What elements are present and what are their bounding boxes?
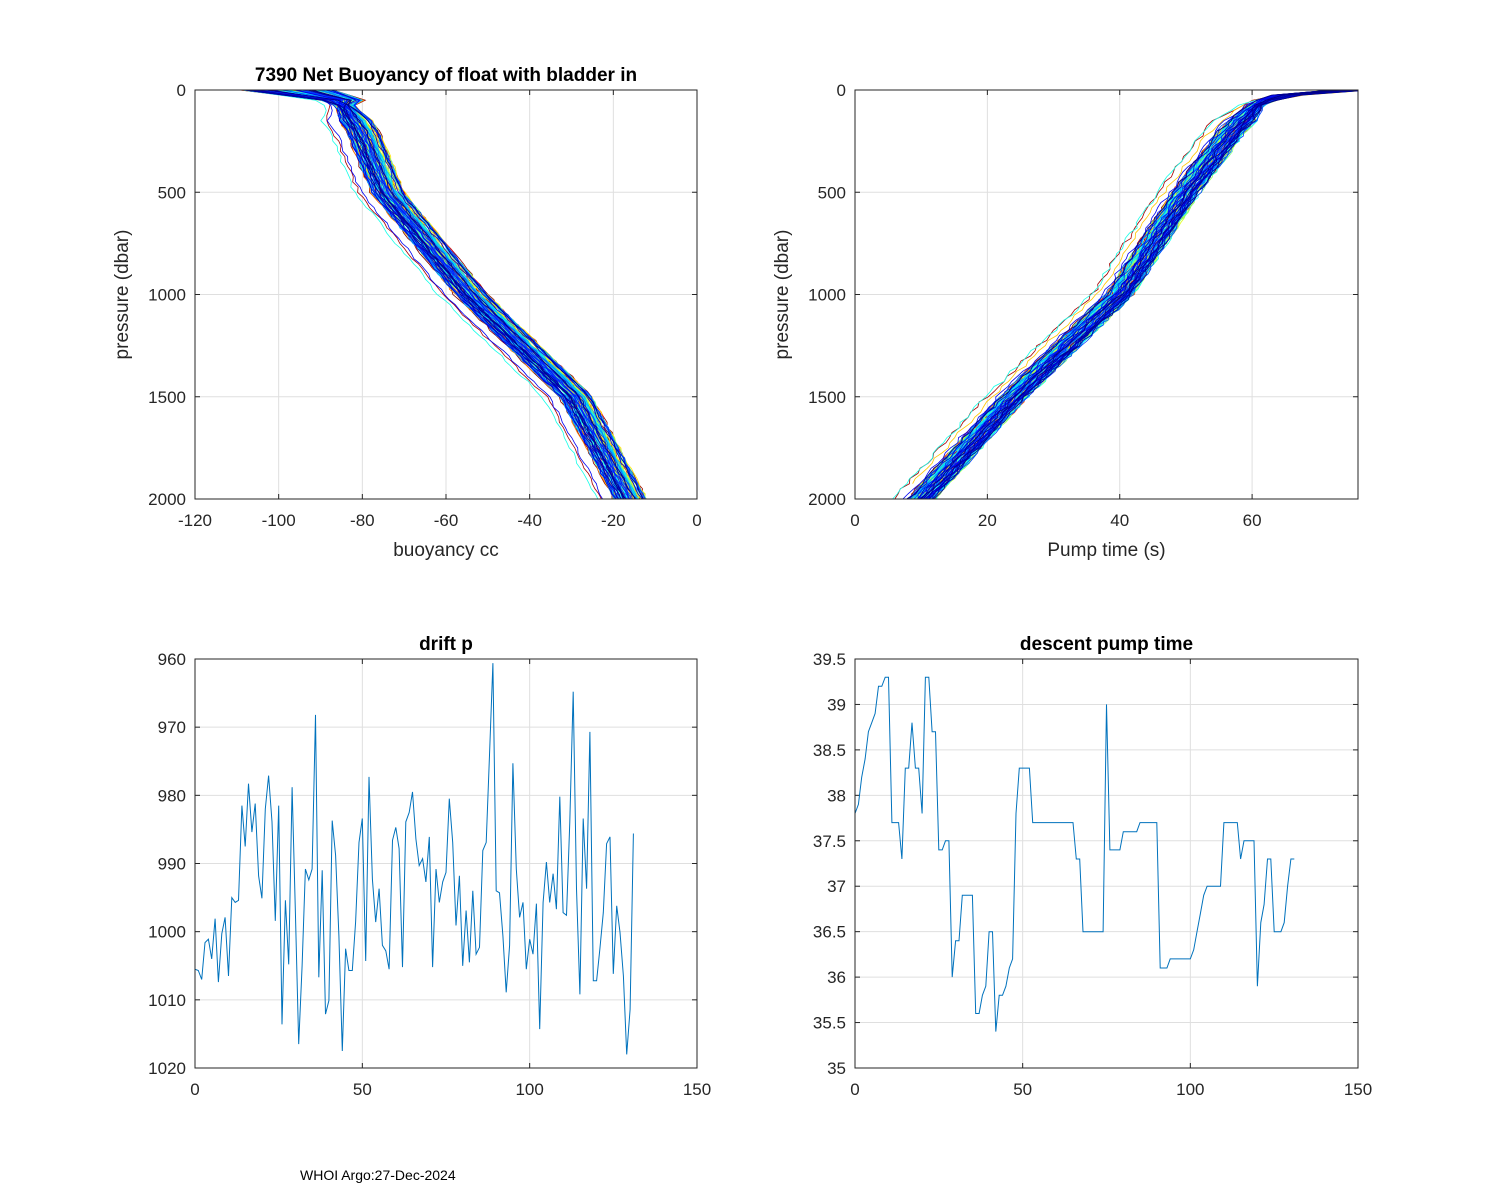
footer-label: WHOI Argo:27-Dec-2024	[300, 1167, 456, 1183]
x-tick-label: 20	[978, 511, 997, 530]
y-tick-label: 1000	[148, 286, 186, 305]
x-tick-label: 0	[850, 511, 859, 530]
y-tick-label: 1000	[808, 286, 846, 305]
y-tick-label: 1500	[808, 388, 846, 407]
x-tick-label: 40	[1110, 511, 1129, 530]
profile-line	[247, 90, 621, 499]
series-group	[855, 676, 1295, 1032]
series-line	[195, 663, 634, 1055]
profile-line	[917, 90, 1358, 499]
axes-box	[194, 658, 698, 1069]
x-tick-label: 0	[692, 511, 701, 530]
y-tick-label: 2000	[148, 490, 186, 509]
profile-line	[919, 90, 1333, 499]
x-tick-label: -120	[178, 511, 212, 530]
x-tick-label: -20	[601, 511, 626, 530]
profile-line	[257, 90, 631, 499]
y-tick-label: 37.5	[813, 832, 846, 851]
subplot-2: 0 20 40 60 0 500 1000 1500 2000 Pump time (s) pres…	[772, 81, 1359, 561]
y-tick-label: 0	[837, 81, 846, 100]
profile-line	[906, 90, 1333, 499]
axes-box	[194, 89, 698, 500]
profile-line	[267, 90, 603, 499]
y-tick-label: 36	[827, 968, 846, 987]
y-tick-label: 1010	[148, 991, 186, 1010]
profile-line	[271, 90, 629, 499]
profile-line	[269, 90, 643, 499]
profile-line	[924, 90, 1358, 499]
y-tick-label: 36.5	[813, 923, 846, 942]
profile-line	[894, 90, 1344, 499]
x-tick-label: 150	[683, 1080, 711, 1099]
y-tick-label: 37	[827, 877, 846, 896]
axes-box	[854, 89, 1359, 500]
x-tick-label: 150	[1344, 1080, 1372, 1099]
y-tick-label: 35	[827, 1059, 846, 1078]
profile-line	[241, 90, 599, 499]
series-group	[195, 663, 634, 1055]
chart-title: 7390 Net Buoyancy of float with bladder …	[255, 65, 637, 86]
x-tick-label: 0	[850, 1080, 859, 1099]
y-tick-label: 1000	[148, 923, 186, 942]
profile-line	[311, 90, 626, 499]
y-tick-label: 38	[827, 786, 846, 805]
profile-line	[264, 90, 633, 499]
profile-line	[247, 90, 617, 499]
x-tick-label: -40	[517, 511, 542, 530]
profile-line	[329, 90, 638, 499]
x-axis-label: buoyancy cc	[393, 540, 499, 561]
profile-line	[917, 90, 1353, 499]
x-axis-label: Pump time (s)	[1047, 540, 1165, 561]
series-group	[892, 90, 1358, 499]
y-tick-label: 2000	[808, 490, 846, 509]
y-tick-label: 39.5	[813, 650, 846, 669]
axes-box	[854, 658, 1359, 1069]
profile-line	[303, 90, 617, 499]
profile-line	[307, 90, 637, 499]
profile-line	[313, 90, 643, 499]
series-group	[239, 90, 647, 499]
chart-title: drift p	[419, 634, 473, 655]
y-tick-label: 38.5	[813, 741, 846, 760]
series-line	[855, 676, 1295, 1032]
profile-line	[285, 90, 602, 499]
y-tick-label: 970	[158, 718, 186, 737]
x-tick-label: -80	[350, 511, 375, 530]
profile-line	[252, 90, 638, 499]
y-tick-label: 500	[818, 183, 846, 202]
x-tick-label: 50	[353, 1080, 372, 1099]
subplot-4: 0 50 100 150 35 35.5 36 36.5 37 37.5 38 38.5 39 39.5 d…	[813, 634, 1372, 1099]
y-axis-label: pressure (dbar)	[772, 230, 793, 360]
x-tick-label: 50	[1013, 1080, 1032, 1099]
x-tick-label: -60	[434, 511, 459, 530]
profile-line	[912, 90, 1352, 484]
x-tick-label: 100	[1176, 1080, 1204, 1099]
profile-line	[920, 90, 1343, 499]
y-axis-label: pressure (dbar)	[112, 230, 133, 360]
x-tick-label: -100	[262, 511, 296, 530]
profile-line	[902, 90, 1335, 499]
profile-line	[892, 90, 1342, 499]
x-tick-label: 100	[515, 1080, 543, 1099]
y-tick-label: 39	[827, 695, 846, 714]
y-tick-label: 980	[158, 786, 186, 805]
profile-line	[302, 90, 628, 499]
y-tick-label: 0	[177, 81, 186, 100]
x-tick-label: 0	[190, 1080, 199, 1099]
subplot-1: -120 -100 -80 -60 -40 -20 0 0 500 1000 1500 2000 739…	[112, 65, 702, 561]
y-tick-label: 35.5	[813, 1014, 846, 1033]
y-tick-label: 1020	[148, 1059, 186, 1078]
y-tick-label: 500	[158, 183, 186, 202]
subplot-3: 0 50 100 150 960 970 980 990 1000 1010 1020 drift p	[148, 634, 711, 1099]
chart-title: descent pump time	[1020, 634, 1193, 655]
profile-line	[932, 90, 1344, 499]
y-tick-label: 990	[158, 855, 186, 874]
y-tick-label: 960	[158, 650, 186, 669]
profile-line	[933, 90, 1355, 499]
x-tick-label: 60	[1243, 511, 1262, 530]
y-tick-label: 1500	[148, 388, 186, 407]
profile-line	[266, 90, 644, 499]
profile-line	[310, 90, 627, 499]
